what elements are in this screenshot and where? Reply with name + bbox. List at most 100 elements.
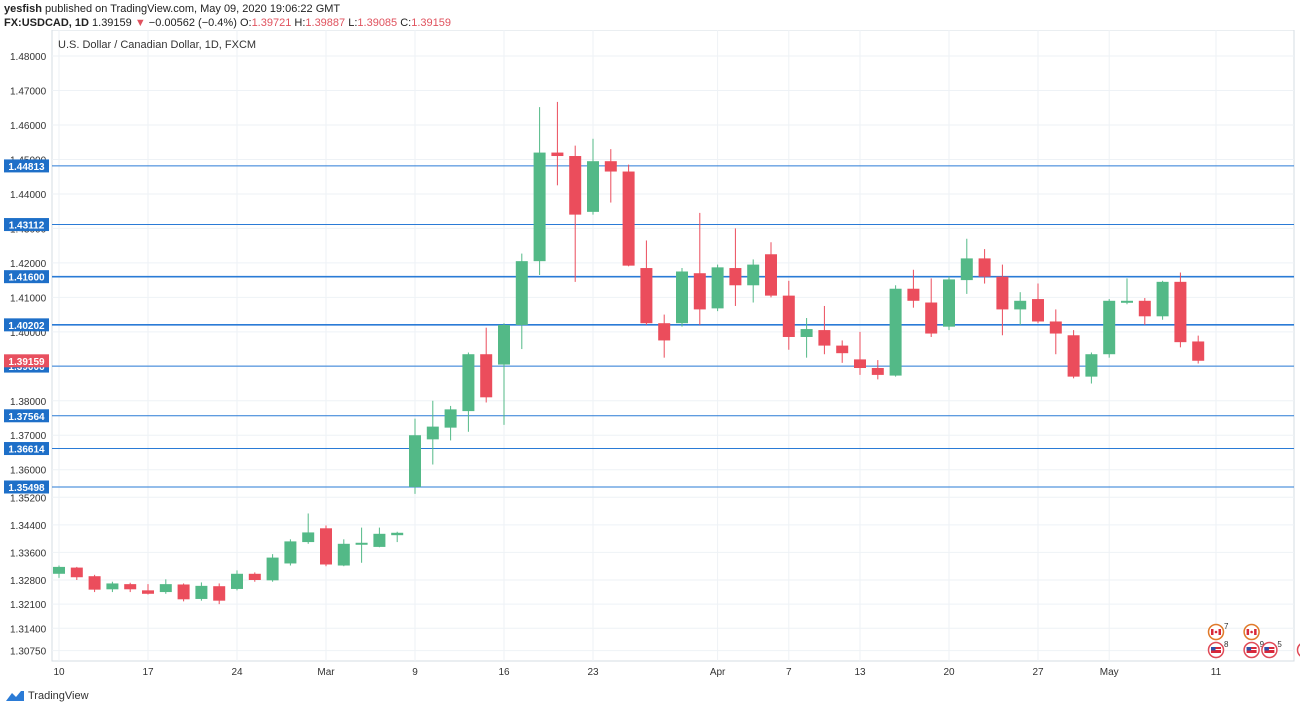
candle [426, 400, 439, 465]
candle [1156, 280, 1169, 320]
close-label: C: [400, 17, 412, 29]
candle-body [1032, 299, 1044, 322]
candle-body [782, 295, 795, 337]
candle-body [515, 261, 528, 325]
candle [907, 269, 920, 308]
flag-canton [1264, 647, 1269, 651]
candle [836, 340, 849, 363]
candle [1138, 298, 1151, 325]
candle-body [462, 354, 475, 412]
flag-band-right [1254, 629, 1257, 635]
us-flag-icon: 9 [1243, 640, 1265, 659]
last-price-value: 1.39159 [92, 17, 132, 29]
candle [1049, 309, 1062, 355]
level-label-box [4, 159, 49, 173]
x-tick-label: Mar [317, 667, 335, 678]
candle-body [213, 586, 226, 601]
candle [1121, 278, 1133, 305]
candle-body [53, 566, 65, 574]
level-label: 1.43112 [9, 221, 45, 232]
candle [159, 579, 172, 594]
candle [391, 531, 404, 543]
footer: TradingView [6, 690, 89, 702]
candle-body [836, 345, 849, 354]
x-tick-label: 20 [943, 667, 955, 678]
candle-body [231, 573, 243, 589]
event-marker-ring [1296, 643, 1300, 657]
time-axis: 10 17 24 Mar 9 16 23 Apr 7 13 20 27 May 11 [53, 667, 1221, 678]
x-tick-label: 27 [1032, 667, 1044, 678]
high-value: 1.39887 [305, 17, 346, 29]
candle-body [284, 541, 297, 564]
candle-body [587, 161, 599, 212]
candle-body [106, 583, 119, 590]
tradingview-brand[interactable]: TradingView [28, 690, 89, 702]
candle [1085, 352, 1098, 384]
x-tick-label: 11 [1211, 667, 1222, 678]
candle [1067, 330, 1080, 379]
candle-body [1103, 300, 1116, 355]
low-value: 1.39085 [357, 17, 398, 29]
flag-canton [1246, 647, 1252, 651]
candle [978, 249, 991, 284]
level-label-box [4, 270, 49, 284]
candle-body [693, 273, 706, 310]
candle-body [124, 584, 137, 590]
candle [996, 264, 1009, 336]
level-label: 1.41600 [8, 273, 45, 284]
publisher-name[interactable]: yesfish [4, 3, 42, 15]
candle [498, 323, 510, 425]
symbol-label: FX:USDCAD, 1D [4, 17, 89, 29]
candle-body [1067, 335, 1080, 377]
candle [53, 565, 65, 578]
y-tick-label: 1.32800 [10, 576, 47, 587]
candle [604, 149, 617, 203]
candle [551, 101, 564, 186]
candle-body [480, 354, 493, 398]
candle-body [996, 276, 1009, 310]
candle [302, 513, 315, 544]
us-flag-icon: 8 [1207, 640, 1229, 659]
candle [800, 318, 813, 358]
candle-body [409, 435, 421, 487]
level-label: 1.35498 [8, 483, 45, 494]
y-tick-label: 1.38000 [10, 397, 47, 408]
candle [693, 212, 706, 325]
change-value: −0.00562 (−0.4%) [148, 17, 237, 29]
open-label: O: [239, 17, 252, 29]
candle [765, 242, 777, 298]
candle-body [658, 323, 671, 341]
horizontal-levels [52, 165, 1294, 488]
high-label: H: [294, 17, 306, 29]
level-label-box [4, 318, 49, 332]
x-tick-label: 16 [498, 667, 510, 678]
event-count: 9 [1260, 640, 1265, 649]
candle-body [266, 557, 279, 581]
candle-body [1121, 300, 1133, 303]
candle-body [142, 590, 154, 594]
candle [640, 240, 653, 325]
candle [70, 566, 83, 580]
candlestick-chart[interactable]: 789579 1.480001.470001.460001.450001.440… [0, 30, 1300, 688]
low-label: L: [348, 17, 358, 29]
y-tick-label: 1.42000 [10, 259, 47, 270]
canada-flag-icon: 7 [1207, 622, 1229, 641]
x-tick-label: 17 [142, 667, 154, 678]
change-down-icon: ▼ [134, 17, 146, 29]
candle-body [373, 533, 386, 547]
last-price-label: 1.39159 [8, 357, 45, 368]
candle [960, 238, 973, 294]
candle [337, 539, 350, 567]
candles [53, 101, 1205, 605]
candle [266, 554, 279, 582]
candle [248, 572, 261, 582]
x-tick-label: 24 [231, 667, 243, 678]
flag-stripe [1211, 649, 1221, 650]
candle [622, 164, 635, 267]
candle [943, 276, 955, 331]
flag-band-right [1218, 629, 1221, 635]
y-tick-label: 1.34400 [10, 521, 47, 532]
candle [213, 583, 226, 605]
y-tick-label: 1.37000 [10, 431, 47, 442]
candle [1192, 335, 1205, 364]
